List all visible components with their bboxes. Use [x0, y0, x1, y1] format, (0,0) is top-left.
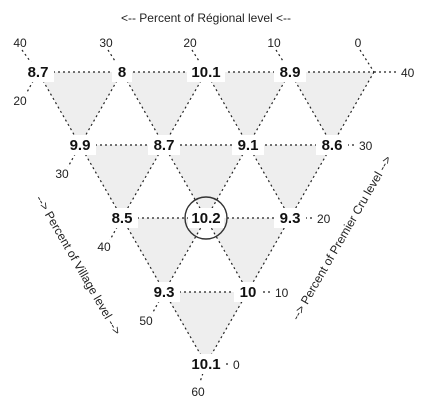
- node-r0-1: 8: [112, 62, 132, 82]
- node-backing: [148, 135, 180, 155]
- node-backing: [316, 135, 348, 155]
- node-r3-1: 10: [234, 282, 262, 302]
- node-r2-0: 8.5: [106, 208, 138, 228]
- regional-tick: 40: [13, 36, 27, 50]
- node-value: 10: [240, 284, 257, 301]
- node-backing: [274, 62, 306, 82]
- grid-line: [121, 71, 207, 219]
- grid-line: [121, 71, 249, 293]
- regional-ticks: 40 30 20 10 0: [13, 36, 361, 50]
- village-tick: 60: [191, 385, 205, 399]
- node-value: 8: [118, 64, 126, 81]
- node-value: 8.6: [322, 137, 343, 154]
- grid-line: [163, 71, 291, 293]
- tick-connector: [109, 217, 123, 241]
- village-ticks: 20 30 40 50 60: [13, 94, 205, 399]
- node-backing: [187, 354, 225, 374]
- grid-line: [37, 71, 207, 365]
- tick-connector: [151, 291, 165, 315]
- node-r0-2: 10.1: [187, 62, 225, 82]
- node-backing: [148, 282, 180, 302]
- premier-cru-tick: 0: [233, 358, 240, 372]
- node-value: 8.7: [28, 64, 49, 81]
- node-value: 10.1: [191, 64, 220, 81]
- shaded-triangles: [38, 72, 374, 364]
- tick-connector: [199, 363, 207, 383]
- shaded-triangle: [80, 145, 164, 218]
- shaded-triangle: [38, 72, 122, 145]
- tick-connector: [67, 144, 81, 168]
- node-backing: [274, 208, 306, 228]
- node-backing: [188, 208, 224, 228]
- node-value: 9.9: [70, 137, 91, 154]
- node-r1-1: 8.7: [148, 135, 180, 155]
- node-r2-1: 10.2: [188, 208, 224, 228]
- premier-cru-tick: 30: [359, 139, 373, 153]
- tick-connector: [359, 49, 375, 73]
- village-tick: 50: [139, 314, 153, 328]
- node-r0-3: 8.9: [274, 62, 306, 82]
- node-r1-3: 8.6: [316, 135, 348, 155]
- node-backing: [22, 62, 54, 82]
- node-backing: [232, 135, 264, 155]
- node-r3-0: 9.3: [148, 282, 180, 302]
- shaded-triangle: [164, 145, 248, 218]
- node-r2-2: 9.3: [274, 208, 306, 228]
- grid-line: [79, 71, 123, 146]
- shaded-triangle: [206, 218, 290, 292]
- regional-tick: 20: [183, 36, 197, 50]
- node-backing: [187, 62, 225, 82]
- node-backing: [112, 62, 132, 82]
- village-tick: 40: [97, 240, 111, 254]
- village-tick: 30: [55, 167, 69, 181]
- shaded-triangle: [122, 218, 206, 292]
- shaded-triangle: [248, 145, 332, 218]
- tick-connector: [25, 71, 39, 95]
- premier-cru-tick: 20: [317, 212, 331, 226]
- premier-cru-tick: 40: [401, 66, 415, 80]
- node-backing: [106, 208, 138, 228]
- shaded-triangle: [164, 292, 248, 364]
- premier-cru-ticks: 40 30 20 10 0: [233, 66, 415, 372]
- regional-axis-title: <-- Percent of Régional level <--: [121, 11, 291, 25]
- premier-cru-tick: 10: [275, 286, 289, 300]
- node-r1-2: 9.1: [232, 135, 264, 155]
- node-value: 9.1: [238, 137, 259, 154]
- node-value: 8.9: [280, 64, 301, 81]
- grid-line: [205, 71, 375, 365]
- node-r1-0: 9.9: [64, 135, 96, 155]
- shaded-triangle: [206, 72, 290, 145]
- node-labels: 8.7 8 10.1 8.9 9.9 8.7 9.1 8.6: [22, 62, 348, 374]
- shaded-triangle: [122, 72, 206, 145]
- node-backing: [64, 135, 96, 155]
- shaded-triangle: [290, 72, 374, 145]
- node-r0-0: 8.7: [22, 62, 54, 82]
- regional-tick: 30: [99, 36, 113, 50]
- node-value: 9.3: [154, 284, 175, 301]
- grid-line: [289, 71, 333, 146]
- node-value: 10.1: [191, 356, 220, 373]
- regional-tick: 10: [267, 36, 281, 50]
- node-value: 8.7: [154, 137, 175, 154]
- node-backing: [234, 282, 262, 302]
- node-value: 9.3: [280, 210, 301, 227]
- regional-tick: 0: [355, 36, 362, 50]
- node-value: 8.5: [112, 210, 133, 227]
- village-tick: 20: [13, 94, 27, 108]
- node-value: 10.2: [191, 210, 220, 227]
- highlight-ring: [184, 196, 228, 240]
- grid-line: [205, 71, 291, 219]
- node-r4-0: 10.1: [187, 354, 225, 374]
